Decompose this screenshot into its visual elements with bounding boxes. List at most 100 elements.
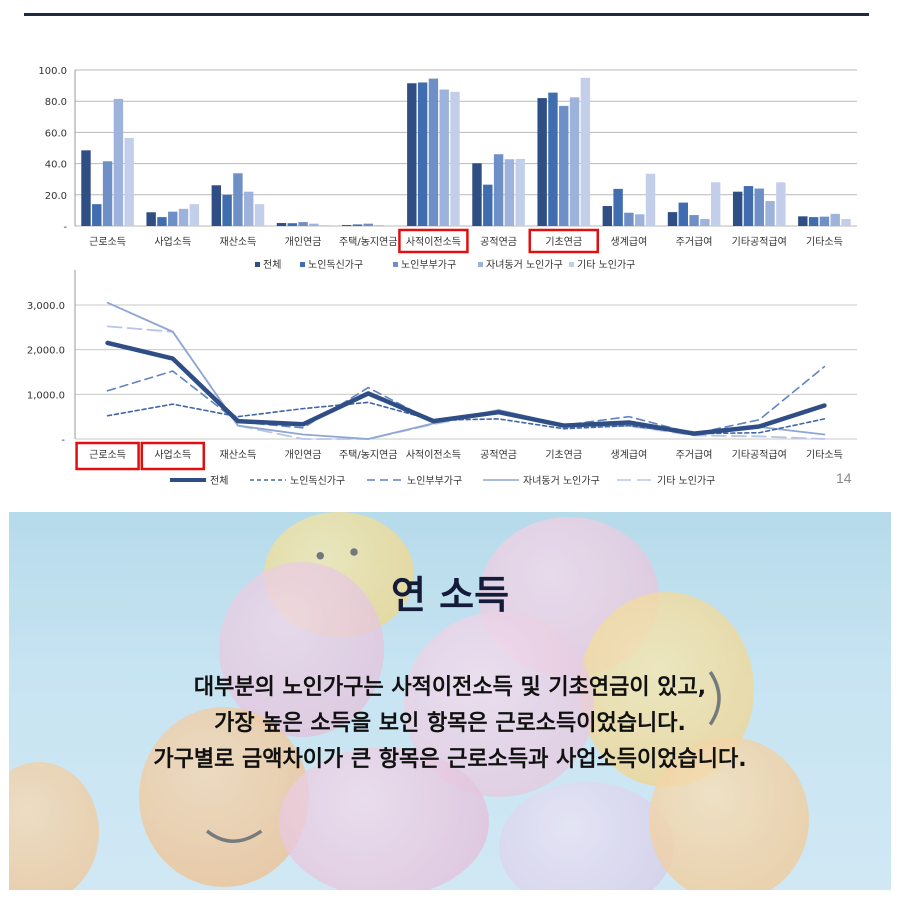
bar <box>765 201 775 226</box>
legend-swatch <box>255 262 260 267</box>
bar <box>819 216 830 226</box>
x-tick-label: 재산소득 <box>220 236 257 248</box>
legend-label: 기타 노인가구 <box>577 259 635 271</box>
smiley-face-icon <box>316 548 358 560</box>
bar <box>667 212 678 226</box>
bar <box>483 184 493 226</box>
x-tick-label: 근로소득 <box>89 236 126 248</box>
bar <box>157 217 167 226</box>
x-tick-label: 사업소득 <box>154 448 191 461</box>
y-tick-label: 1,000.0 <box>27 390 65 401</box>
legend-swatch <box>393 262 398 267</box>
x-tick-label: 재산소득 <box>220 449 257 461</box>
bar <box>515 158 525 226</box>
x-tick-label: 기초연금 <box>545 449 582 461</box>
bar <box>341 225 352 226</box>
x-tick-label: 생계급여 <box>611 449 648 461</box>
legend-label: 전체 <box>210 475 228 487</box>
x-tick-label: 기타공적급여 <box>732 449 787 461</box>
legend-swatch <box>569 262 574 267</box>
series-line <box>105 340 827 436</box>
x-tick-label: 개인연금 <box>285 236 322 248</box>
bar <box>830 213 840 226</box>
smiley-face-icon <box>205 829 263 843</box>
bar <box>309 223 319 226</box>
bar <box>559 105 569 226</box>
banner-line: 대부분의 노인가구는 사적이전소득 및 기초연금이 있고, <box>193 675 707 700</box>
legend-swatch <box>300 262 305 267</box>
legend-swatch <box>478 262 483 267</box>
y-tick-label: - <box>63 222 67 233</box>
bar <box>417 82 428 226</box>
bar <box>493 154 504 226</box>
bar <box>602 206 613 226</box>
x-tick-label: 기타소득 <box>806 449 843 461</box>
y-tick-label: - <box>61 435 65 446</box>
legend-label: 노인독신가구 <box>308 259 363 271</box>
x-tick-label: 기타공적급여 <box>732 236 787 248</box>
bar <box>776 182 786 226</box>
x-tick-label: 개인연금 <box>285 449 322 461</box>
balloon-orange <box>139 707 309 887</box>
bar <box>276 223 287 226</box>
highlight-box <box>528 228 599 254</box>
legend-label: 전체 <box>263 259 281 271</box>
bar <box>710 182 721 226</box>
bar <box>178 208 189 226</box>
bar <box>439 89 449 226</box>
bar <box>407 83 417 226</box>
bar <box>613 188 623 226</box>
bar <box>113 98 124 226</box>
bar <box>504 159 515 226</box>
x-tick-label: 주택/농지연금 <box>339 449 398 461</box>
bar <box>352 224 363 226</box>
bar <box>168 211 178 226</box>
x-tick-label: 사업소득 <box>154 235 191 248</box>
summary-banner: 연 소득 대부분의 노인가구는 사적이전소득 및 기초연금이 있고, 가장 높은… <box>9 512 891 890</box>
bar <box>254 204 265 226</box>
x-tick-label: 주거급여 <box>676 449 713 461</box>
x-tick-label: 사적이전소득 <box>406 236 461 248</box>
bar <box>363 223 373 226</box>
bar <box>798 216 808 226</box>
legend-label: 노인독신가구 <box>290 475 345 487</box>
bar <box>635 214 645 226</box>
balloon-orange <box>649 737 809 890</box>
series-line <box>106 325 826 440</box>
y-tick-label: 40.0 <box>45 160 67 171</box>
top-rule <box>24 13 869 16</box>
bar <box>645 173 656 226</box>
bar <box>678 202 688 226</box>
bar <box>580 77 591 226</box>
y-tick-label: 80.0 <box>45 97 67 108</box>
x-tick-label: 공적연금 <box>480 449 517 461</box>
bar <box>124 137 134 226</box>
legend-label: 노인부부가구 <box>401 259 456 271</box>
banner-title: 연 소득 <box>390 573 510 617</box>
x-tick-label: 기초연금 <box>545 236 582 248</box>
y-tick-label: 60.0 <box>45 128 67 139</box>
bar <box>808 217 819 226</box>
x-tick-label: 사적이전소득 <box>406 449 461 461</box>
bar <box>624 212 634 226</box>
bar <box>428 78 439 226</box>
bar <box>569 97 580 226</box>
x-tick-label: 기타소득 <box>806 236 843 248</box>
x-tick-label: 생계급여 <box>611 236 648 248</box>
bar <box>450 91 460 226</box>
bar <box>689 215 699 226</box>
legend-label: 기타 노인가구 <box>657 475 715 487</box>
legend-label: 자녀동거 노인가구 <box>523 475 600 487</box>
highlight-box <box>140 441 205 471</box>
bar <box>700 218 710 226</box>
bar <box>374 225 384 226</box>
x-tick-label: 근로소득 <box>89 449 126 461</box>
bar <box>244 191 254 226</box>
banner-line: 가장 높은 소득을 보인 항목은 근로소득이었습니다. <box>214 711 686 736</box>
smiley-face-icon <box>708 671 721 726</box>
legend-label: 자녀동거 노인가구 <box>486 259 563 271</box>
x-tick-label: 주택/농지연금 <box>339 236 398 248</box>
bar <box>743 186 754 226</box>
balloon-pink <box>279 747 489 890</box>
bar <box>92 204 102 226</box>
